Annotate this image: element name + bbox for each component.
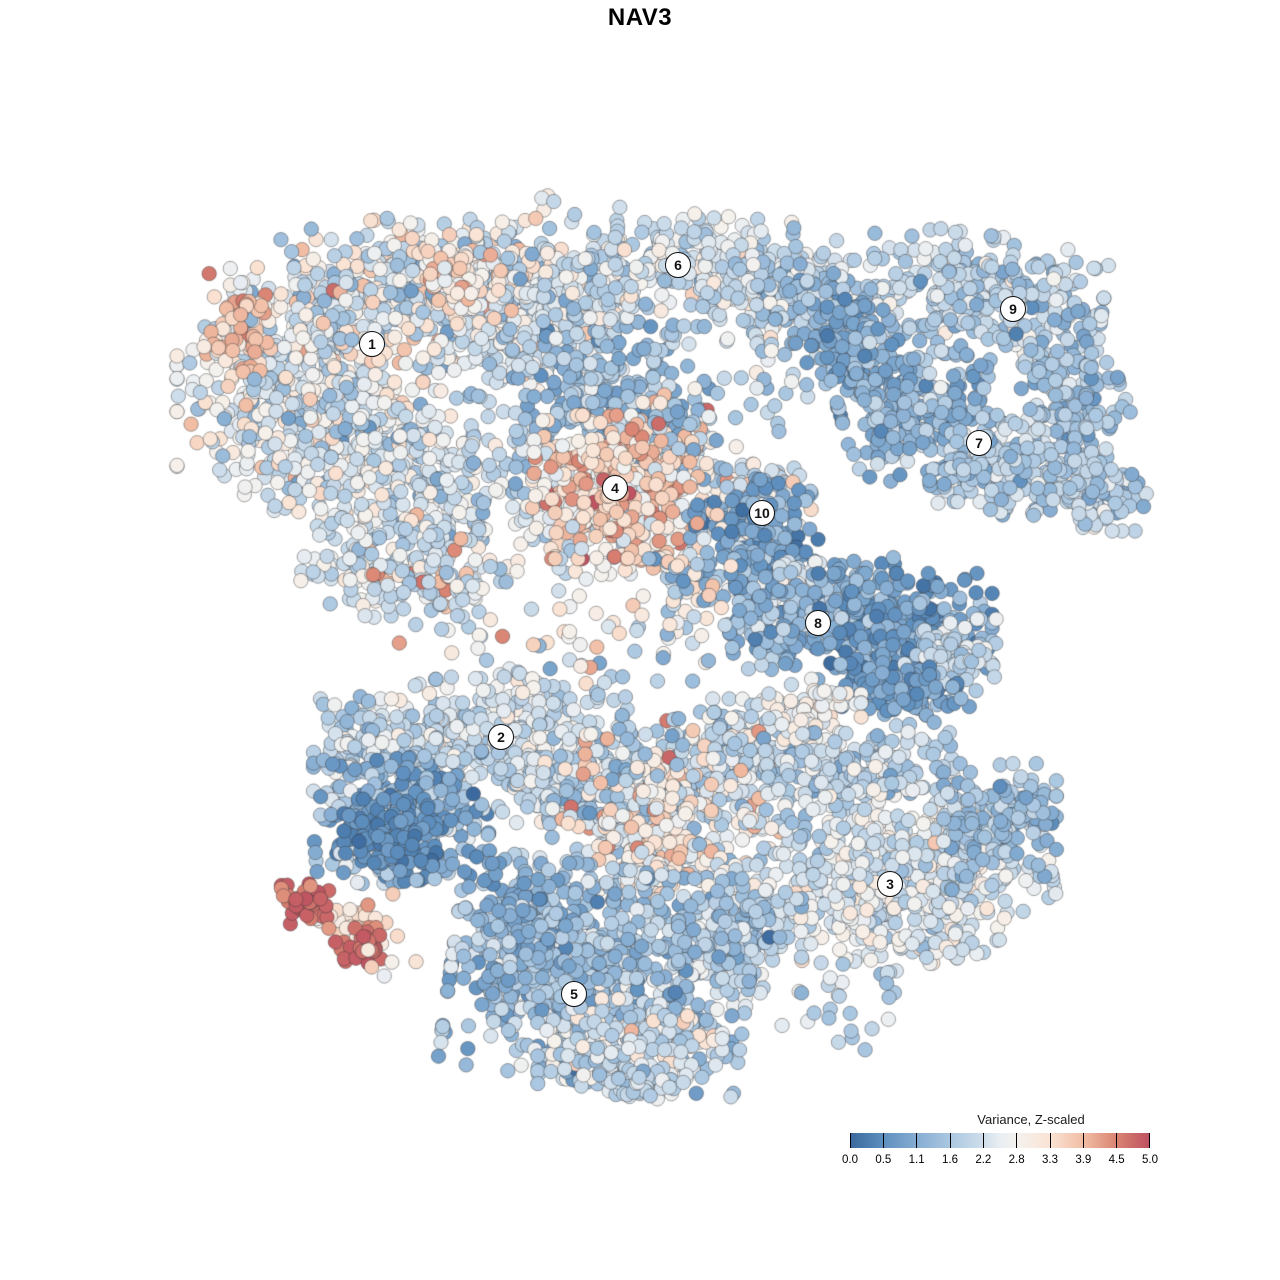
legend-tick-label: 2.8 <box>1008 1154 1025 1166</box>
cluster-label-4: 4 <box>602 475 628 501</box>
cluster-label-10: 10 <box>749 500 775 526</box>
legend-tick-label: 5.0 <box>1142 1154 1158 1166</box>
legend-tick-label: 2.2 <box>975 1154 992 1166</box>
legend-tick-label: 1.1 <box>908 1154 925 1166</box>
legend-tick-line <box>1016 1133 1018 1148</box>
legend-tick-label: 0.0 <box>842 1154 858 1166</box>
legend-tick-label: 3.9 <box>1075 1154 1092 1166</box>
legend-tick-line <box>882 1133 884 1148</box>
cluster-label-1: 1 <box>359 331 385 357</box>
cluster-label-3: 3 <box>877 871 903 897</box>
legend-colorbar-gradient <box>850 1133 1150 1148</box>
legend-tick-line <box>1049 1133 1051 1148</box>
cluster-label-9: 9 <box>1000 296 1026 322</box>
legend-tick-line <box>949 1133 951 1148</box>
legend-tick-line <box>850 1133 851 1148</box>
legend-tick-label: 0.5 <box>875 1154 892 1166</box>
cluster-label-5: 5 <box>561 981 587 1007</box>
legend-tick-line <box>1082 1133 1084 1148</box>
cluster-label-8: 8 <box>805 610 831 636</box>
legend-tick-label: 1.6 <box>942 1154 958 1166</box>
legend-tick-line <box>1149 1133 1150 1148</box>
cluster-label-7: 7 <box>966 430 992 456</box>
legend-tick-label: 4.5 <box>1108 1154 1125 1166</box>
legend-tick-line <box>916 1133 918 1148</box>
legend-tick-line <box>1116 1133 1118 1148</box>
cluster-label-2: 2 <box>488 724 514 750</box>
cluster-label-6: 6 <box>665 252 691 278</box>
legend-tick-line <box>982 1133 984 1148</box>
legend-tick-label: 3.3 <box>1042 1154 1058 1166</box>
legend-title: Variance, Z-scaled <box>977 1112 1085 1127</box>
